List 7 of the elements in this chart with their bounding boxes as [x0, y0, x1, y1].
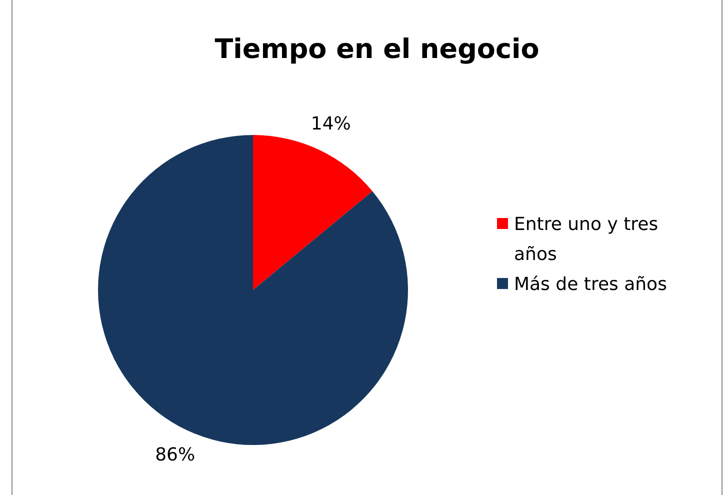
data-label: 14%	[310, 113, 351, 134]
legend-label: Más de tres años	[514, 274, 667, 295]
legend-label: Entre uno y tres años	[514, 214, 658, 265]
chart-title: Tiempo en el negocio	[214, 34, 540, 65]
data-label: 86%	[155, 444, 196, 466]
pie-slice	[253, 135, 372, 290]
pie-slice	[98, 135, 408, 445]
